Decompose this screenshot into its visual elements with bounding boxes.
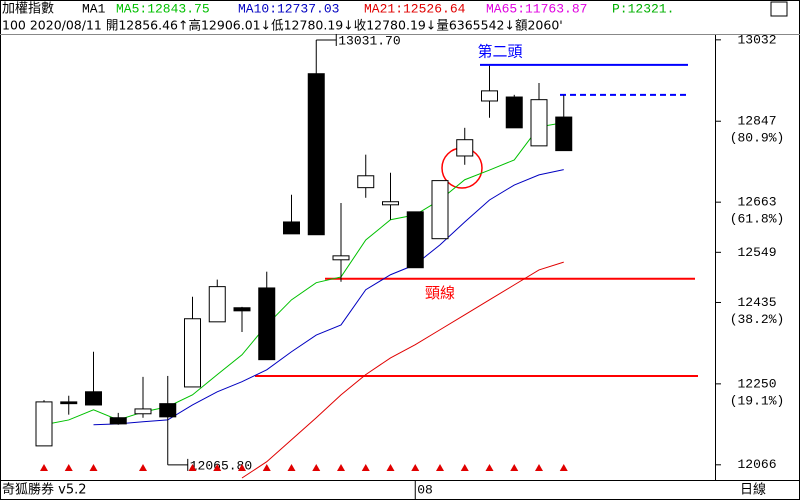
signal-marker	[238, 464, 246, 471]
footer-right: 日線	[740, 482, 766, 498]
candle-body	[233, 307, 251, 312]
signal-marker	[460, 464, 469, 471]
y-tick-note: (61.8%)	[730, 212, 785, 227]
candle-body	[60, 401, 78, 405]
legend-entry: MA5:12843.75	[116, 1, 210, 16]
quote-line: 100 2020/08/11 開12856.46↑高12906.01↓低1278…	[2, 18, 563, 33]
ma-line	[241, 261, 564, 479]
ma-line	[93, 169, 564, 426]
y-tick-label: 12250	[737, 376, 776, 391]
candle-body	[208, 286, 226, 323]
candle-body	[382, 201, 399, 206]
signal-marker	[188, 464, 197, 471]
signal-marker	[485, 464, 494, 471]
signal-marker	[262, 464, 271, 471]
legend-entry: MA21:12526.64	[364, 1, 466, 16]
annotation: 12065.80	[190, 458, 252, 473]
signal-marker	[40, 464, 48, 471]
signal-marker	[510, 464, 519, 471]
signal-marker	[337, 464, 345, 471]
candle-body	[159, 403, 177, 418]
candle-body	[134, 408, 152, 415]
candle-body	[555, 116, 573, 152]
reference-label: 頸線	[425, 284, 455, 302]
candle-body	[456, 139, 474, 157]
period: MA1	[82, 1, 106, 16]
y-tick-note: (80.9%)	[730, 131, 785, 146]
legend-entry: MA65:11763.87	[486, 1, 587, 16]
footer-left: 奇狐勝券 v5.2	[2, 482, 87, 498]
candle-body	[357, 175, 375, 189]
candle-body	[258, 287, 276, 361]
signal-marker	[287, 464, 296, 471]
candle-body	[431, 180, 449, 240]
signal-marker	[411, 464, 420, 471]
signal-marker	[64, 464, 73, 471]
signal-marker	[89, 464, 98, 471]
candle-body	[109, 417, 127, 425]
ma-line	[43, 122, 564, 426]
reference-label: 第二頭	[477, 42, 522, 60]
y-tick-label: 12663	[737, 195, 776, 210]
y-tick-label: 12549	[737, 245, 776, 260]
signal-marker	[436, 464, 444, 471]
candle-body	[85, 391, 102, 406]
y-tick-note: (19.1%)	[730, 393, 785, 408]
window-button[interactable]	[770, 1, 788, 17]
signal-marker	[559, 464, 568, 471]
candle-body	[530, 99, 548, 147]
index-name: 加權指數	[2, 2, 54, 17]
signal-marker	[312, 464, 321, 471]
candle-body	[481, 90, 498, 102]
y-tick-note: (38.2%)	[730, 312, 785, 327]
legend-entry: MA10:12737.03	[238, 1, 339, 16]
candle-body	[283, 221, 300, 235]
legend-entry: P:12321.	[612, 1, 674, 16]
candle-body	[406, 211, 424, 269]
annotation: 13031.70	[338, 33, 400, 48]
candle-body	[505, 96, 523, 129]
y-tick-label: 12847	[737, 114, 776, 129]
x-tick-label: 08	[417, 482, 433, 497]
signal-marker	[386, 464, 395, 471]
signal-marker	[139, 464, 147, 471]
y-tick-label: 12066	[737, 457, 776, 472]
y-tick-label: 13032	[737, 32, 776, 47]
signal-marker	[361, 464, 370, 471]
candle-body	[332, 255, 350, 261]
y-tick-label: 12435	[737, 295, 776, 310]
candle-body	[184, 318, 201, 388]
signal-marker	[535, 464, 543, 471]
candle-body	[35, 401, 53, 447]
signal-marker	[213, 464, 222, 471]
candle-body	[307, 73, 325, 236]
